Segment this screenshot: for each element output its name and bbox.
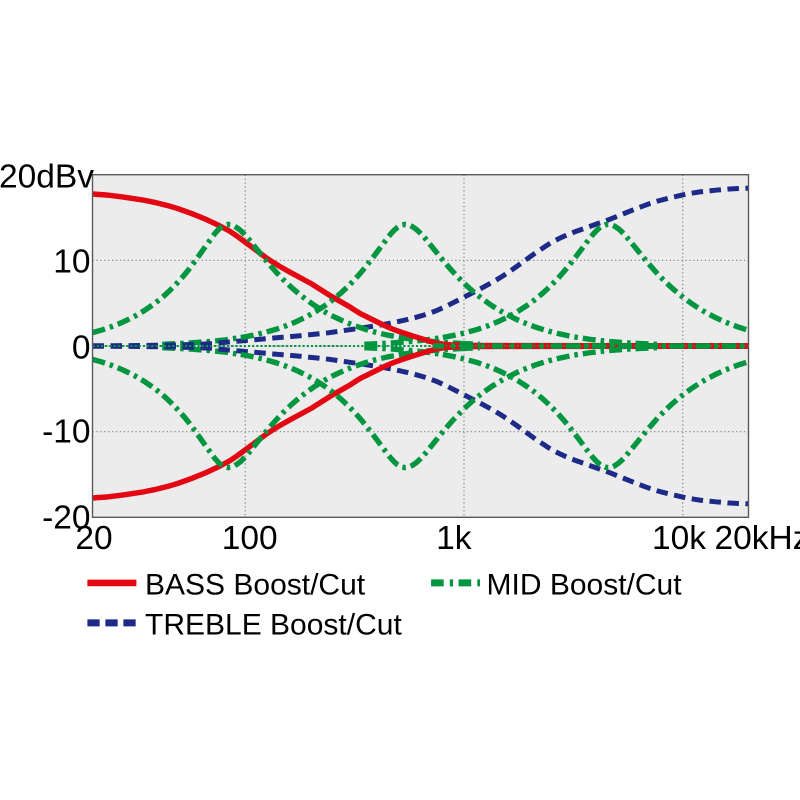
svg-text:BASS Boost/Cut: BASS Boost/Cut	[145, 568, 366, 601]
svg-text:20: 20	[75, 520, 112, 557]
svg-text:10: 10	[53, 244, 90, 281]
svg-text:TREBLE Boost/Cut: TREBLE Boost/Cut	[145, 608, 402, 641]
svg-text:20dBv: 20dBv	[0, 159, 94, 196]
svg-text:0: 0	[72, 329, 91, 366]
svg-text:MID Boost/Cut: MID Boost/Cut	[487, 568, 683, 601]
svg-text:100: 100	[222, 520, 278, 557]
svg-text:-10: -10	[42, 414, 90, 451]
svg-text:10k: 10k	[652, 520, 706, 557]
svg-text:20kHz: 20kHz	[715, 520, 800, 557]
svg-text:1k: 1k	[436, 520, 472, 557]
svg-text:-20: -20	[42, 500, 90, 537]
